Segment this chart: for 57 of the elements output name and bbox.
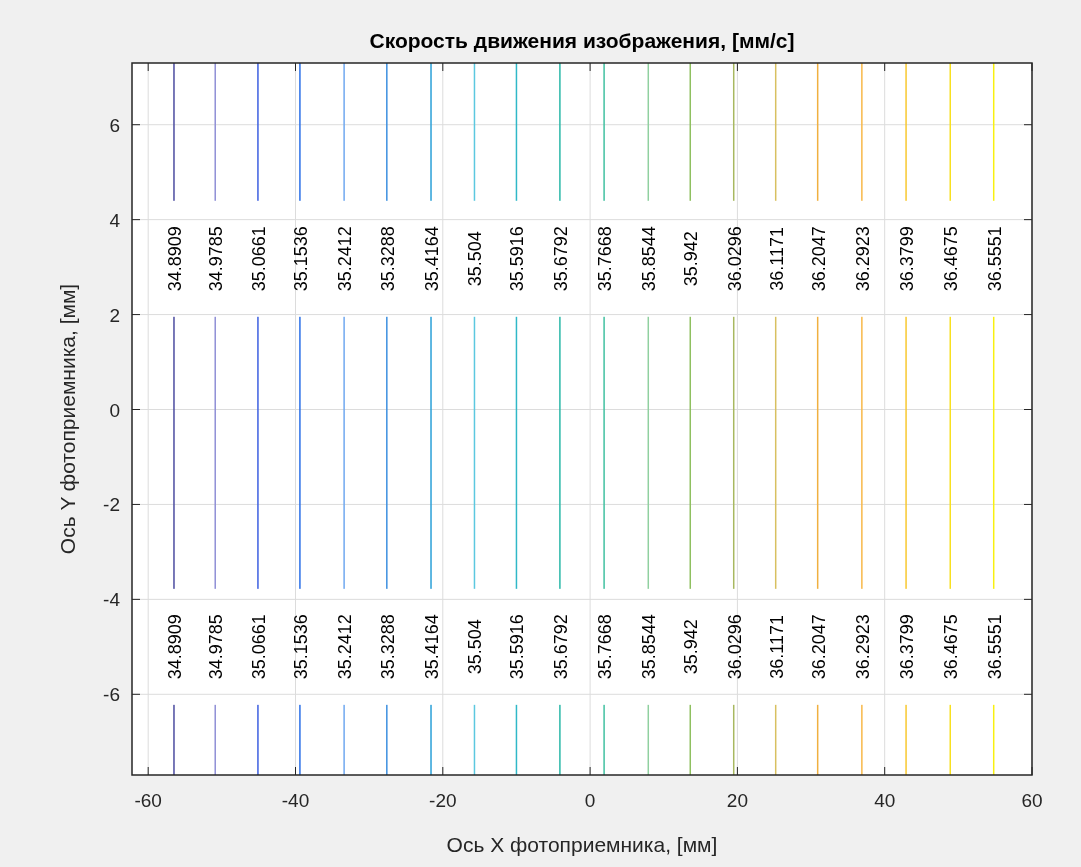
x-tick-label: -20 (429, 790, 457, 811)
text: 34.8909 (164, 614, 185, 680)
text: 35.942 (681, 231, 702, 287)
text: 35.7668 (595, 614, 616, 680)
text: 36.2047 (808, 614, 829, 680)
text: 36.5551 (984, 226, 1005, 292)
text: 35.0661 (248, 226, 269, 292)
text: 36.3799 (897, 614, 918, 680)
text: 36.2923 (852, 614, 873, 680)
text: 36.5551 (984, 614, 1005, 680)
y-tick-label: -6 (103, 684, 120, 706)
text: 34.8909 (164, 226, 185, 292)
y-tick-label: 6 (109, 114, 120, 136)
text: 36.0296 (724, 226, 745, 292)
text: 36.1171 (766, 614, 787, 679)
text: 36.4675 (941, 226, 962, 292)
text: 36.2047 (808, 226, 829, 292)
x-tick-label: -40 (281, 790, 310, 811)
text: 35.2412 (335, 226, 356, 292)
x-tick-label: 40 (874, 790, 896, 811)
x-tick-label: 0 (584, 790, 596, 811)
text: 35.5916 (507, 614, 528, 680)
x-tick-label: 60 (1021, 790, 1043, 811)
text: 35.0661 (248, 614, 269, 680)
x-axis-title: Ось X фотоприемника, [мм] (446, 833, 718, 856)
text: 35.1536 (290, 614, 311, 680)
text: 35.6792 (550, 226, 571, 292)
x-tick-label: 20 (726, 790, 748, 811)
y-tick-label: 4 (109, 209, 121, 231)
text: 35.504 (465, 231, 486, 287)
text: 34.9785 (206, 614, 227, 680)
text: 35.7668 (595, 226, 616, 292)
y-tick-label: 2 (109, 304, 120, 326)
text: 36.4675 (941, 614, 962, 680)
text: 35.942 (681, 619, 702, 675)
y-tick-label: -4 (103, 589, 121, 611)
text: 36.1171 (766, 226, 787, 291)
text: 34.9785 (206, 226, 227, 292)
text: 35.504 (465, 619, 486, 675)
chart-title: Скорость движения изображения, [мм/с] (369, 29, 795, 52)
y-tick-label: -2 (103, 494, 120, 516)
text: 35.3288 (377, 226, 398, 292)
text: 35.6792 (550, 614, 571, 680)
text: 35.1536 (290, 226, 311, 292)
text: 35.2412 (335, 614, 356, 680)
text: 35.4164 (422, 614, 443, 680)
text: 36.2923 (852, 226, 873, 292)
text: 35.8544 (639, 226, 660, 292)
y-axis-title: Ось Y фотоприемника, [мм] (56, 283, 79, 555)
y-tick-label: 0 (109, 399, 120, 421)
text: 35.5916 (507, 226, 528, 292)
text: 35.8544 (639, 614, 660, 680)
text: 35.4164 (422, 226, 443, 292)
x-tick-label: -60 (134, 790, 162, 811)
text: 35.3288 (377, 614, 398, 680)
text: 36.0296 (724, 614, 745, 680)
text: 36.3799 (897, 226, 918, 292)
